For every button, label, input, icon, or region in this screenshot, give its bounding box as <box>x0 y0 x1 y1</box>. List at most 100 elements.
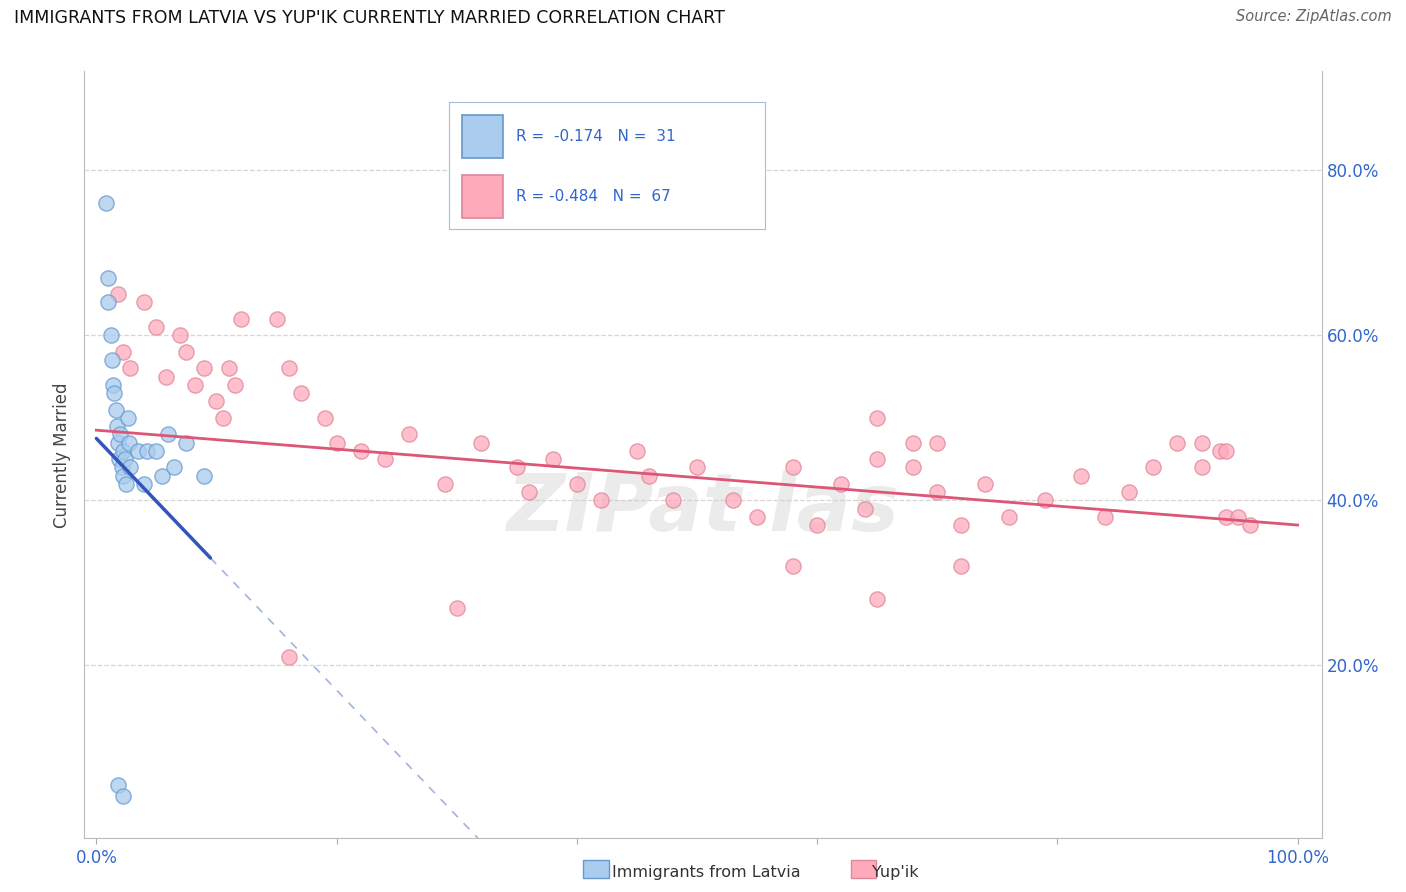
Point <box>211 410 233 425</box>
Point <box>105 419 128 434</box>
Point <box>314 410 336 425</box>
Point <box>118 435 141 450</box>
Point <box>290 386 312 401</box>
Point <box>97 295 120 310</box>
Point <box>927 485 949 500</box>
Point <box>866 410 889 425</box>
Point <box>866 592 889 607</box>
Point <box>152 468 174 483</box>
Point <box>176 435 198 450</box>
Text: Source: ZipAtlas.com: Source: ZipAtlas.com <box>1236 9 1392 24</box>
Point <box>866 452 889 467</box>
Bar <box>851 860 876 878</box>
Text: Immigrants from Latvia: Immigrants from Latvia <box>612 865 800 880</box>
Point <box>277 650 299 665</box>
Point <box>830 476 852 491</box>
Point <box>782 559 804 574</box>
Point <box>155 369 177 384</box>
Point <box>541 452 564 467</box>
Point <box>134 295 156 310</box>
Point <box>118 361 141 376</box>
Point <box>1239 518 1261 533</box>
Point <box>111 789 134 803</box>
Point <box>107 287 129 301</box>
Point <box>100 328 122 343</box>
Text: ZIPat las: ZIPat las <box>506 469 900 548</box>
Point <box>903 435 925 450</box>
Point <box>103 377 125 392</box>
Point <box>107 778 129 792</box>
Point <box>950 518 973 533</box>
Point <box>589 493 612 508</box>
Bar <box>583 860 609 878</box>
Point <box>374 452 396 467</box>
Point <box>193 468 215 483</box>
Point <box>1166 435 1188 450</box>
Point <box>1118 485 1140 500</box>
Point <box>662 493 685 508</box>
Point <box>398 427 420 442</box>
Point <box>517 485 540 500</box>
Point <box>218 361 240 376</box>
Point <box>103 386 125 401</box>
Point <box>806 518 828 533</box>
Point <box>115 476 138 491</box>
Point <box>107 435 129 450</box>
Point <box>506 460 529 475</box>
Point <box>446 600 468 615</box>
Point <box>184 377 207 392</box>
Point <box>169 328 191 343</box>
Point <box>1033 493 1056 508</box>
Point <box>1094 509 1116 524</box>
Text: Yup'ik: Yup'ik <box>872 865 918 880</box>
Point <box>782 460 804 475</box>
Point <box>117 410 139 425</box>
Point <box>266 311 288 326</box>
Point <box>193 361 215 376</box>
Point <box>1208 443 1230 458</box>
Point <box>157 427 180 442</box>
Point <box>1142 460 1164 475</box>
Point <box>903 460 925 475</box>
Point <box>277 361 299 376</box>
Text: IMMIGRANTS FROM LATVIA VS YUP'IK CURRENTLY MARRIED CORRELATION CHART: IMMIGRANTS FROM LATVIA VS YUP'IK CURRENT… <box>14 9 725 27</box>
Point <box>1191 435 1213 450</box>
Point <box>134 476 156 491</box>
Point <box>998 509 1021 524</box>
Point <box>638 468 661 483</box>
Point <box>1191 460 1213 475</box>
Y-axis label: Currently Married: Currently Married <box>53 382 72 528</box>
Point <box>350 443 373 458</box>
Point <box>1070 468 1092 483</box>
Point <box>927 435 949 450</box>
Point <box>145 443 167 458</box>
Point <box>104 402 127 417</box>
Point <box>433 476 456 491</box>
Point <box>470 435 492 450</box>
Point <box>94 196 117 211</box>
Point <box>1226 509 1249 524</box>
Point <box>205 394 228 409</box>
Point <box>1215 509 1237 524</box>
Point <box>114 452 136 467</box>
Point <box>626 443 648 458</box>
Point <box>135 443 157 458</box>
Point <box>224 377 246 392</box>
Point <box>97 270 120 285</box>
Point <box>111 468 134 483</box>
Point <box>163 460 186 475</box>
Point <box>325 435 347 450</box>
Point <box>101 353 124 368</box>
Point <box>974 476 997 491</box>
Point <box>1215 443 1237 458</box>
Point <box>111 344 134 359</box>
Point <box>853 501 876 516</box>
Point <box>686 460 709 475</box>
Point <box>111 443 134 458</box>
Point <box>229 311 252 326</box>
Point <box>565 476 588 491</box>
Point <box>108 452 131 467</box>
Point <box>721 493 744 508</box>
Point <box>745 509 768 524</box>
Point <box>176 344 198 359</box>
